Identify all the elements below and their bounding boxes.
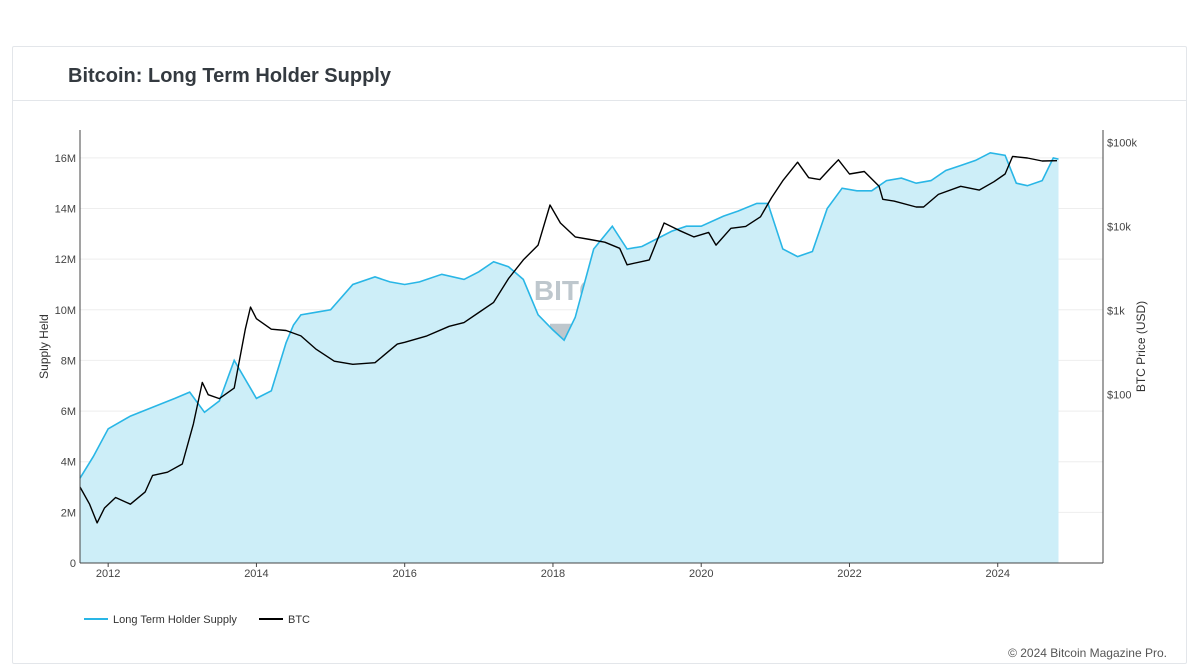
y-axis-title: Supply Held [37, 314, 51, 379]
y-tick-label: 8M [61, 355, 76, 367]
y-tick-label: 12M [55, 254, 76, 266]
legend-item-btc[interactable]: BTC [259, 614, 310, 626]
x-tick-label: 2016 [392, 568, 416, 580]
x-tick-label: 2022 [837, 568, 861, 580]
x-tick-label: 2014 [244, 568, 268, 580]
legend-label-btc: BTC [288, 614, 310, 626]
x-tick-label: 2012 [96, 568, 120, 580]
x-tick-label: 2020 [689, 568, 713, 580]
x-tick-label: 2024 [985, 568, 1009, 580]
y2-tick-label: $10k [1107, 221, 1131, 233]
y2-axis-title: BTC Price (USD) [1134, 301, 1148, 392]
y-tick-label: 16M [55, 153, 76, 165]
y2-tick-label: $1k [1107, 306, 1125, 318]
y-tick-label: 6M [61, 406, 76, 418]
y-tick-label: 14M [55, 203, 76, 215]
y-tick-label: 2M [61, 507, 76, 519]
btc-price-line [79, 155, 1058, 524]
y2-tick-label: $100 [1107, 390, 1131, 402]
y-tick-label: 4M [61, 457, 76, 469]
card-header: Bitcoin: Long Term Holder Supply [13, 47, 1186, 101]
lths-area-fill [80, 152, 1059, 564]
y-tick-label: 0 [70, 558, 76, 570]
chart-title: Bitcoin: Long Term Holder Supply [68, 65, 391, 87]
y-tick-label: 10M [55, 305, 76, 317]
lths-series-line [79, 151, 1059, 479]
x-tick-label: 2018 [541, 568, 565, 580]
series-area [79, 151, 1059, 564]
legend-item-lths[interactable]: Long Term Holder Supply [84, 614, 237, 626]
legend-label-lths: Long Term Holder Supply [113, 614, 237, 626]
copyright-text: © 2024 Bitcoin Magazine Pro. [1008, 646, 1167, 660]
legend[interactable]: Long Term Holder Supply BTC [84, 614, 310, 626]
y2-tick-label: $100k [1107, 137, 1137, 149]
axes: 0 2M 4M 6M 8M 10M 12M 14M 16M $100 $1k $10k $100k 201… [37, 130, 1148, 580]
